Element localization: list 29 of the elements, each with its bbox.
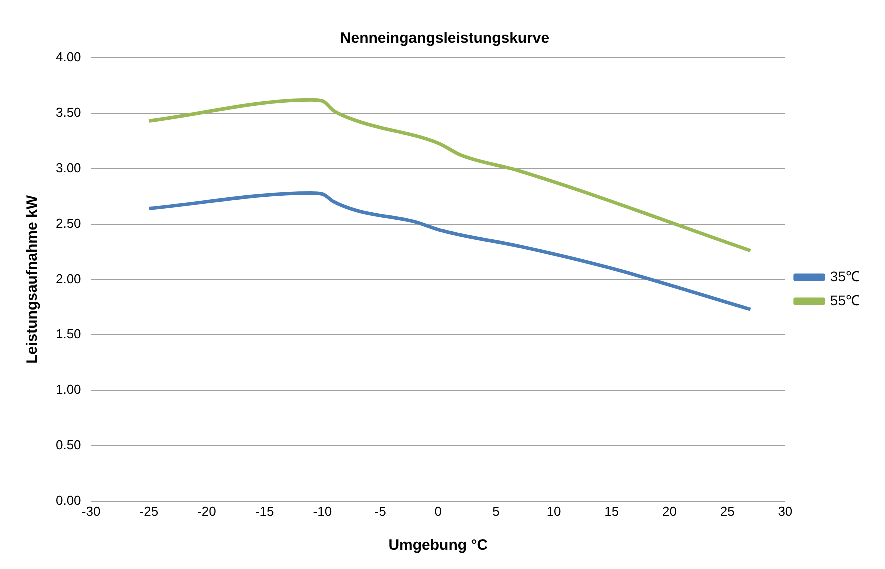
x-tick-label: 25 bbox=[720, 504, 735, 519]
y-tick-label: 2.00 bbox=[56, 271, 82, 286]
legend-label: 55℃ bbox=[830, 292, 860, 308]
x-axis-title: Umgebung °C bbox=[388, 537, 488, 554]
y-tick-label: 1.50 bbox=[56, 326, 82, 342]
x-tick-label: 10 bbox=[546, 504, 562, 519]
y-tick-label: 0.00 bbox=[56, 492, 82, 508]
y-tick-label: 0.50 bbox=[56, 438, 82, 453]
y-tick-label: 4.00 bbox=[56, 50, 82, 65]
y-tick-label: 2.50 bbox=[56, 216, 82, 231]
y-tick-label: 3.50 bbox=[56, 105, 82, 120]
x-tick-label: 0 bbox=[434, 504, 442, 519]
x-tick-label: -5 bbox=[374, 504, 386, 519]
x-tick-label: -15 bbox=[255, 504, 274, 519]
y-tick-label: 1.00 bbox=[56, 382, 82, 398]
x-tick-label: 20 bbox=[662, 504, 677, 519]
x-tick-label: -25 bbox=[140, 504, 159, 519]
x-tick-label: -30 bbox=[82, 504, 101, 519]
x-tick-label: -10 bbox=[313, 504, 332, 519]
x-tick-label: 15 bbox=[604, 504, 620, 519]
x-tick-label: 30 bbox=[778, 504, 793, 519]
y-tick-label: 3.00 bbox=[56, 160, 82, 176]
legend-label: 35℃ bbox=[830, 268, 860, 284]
line-series bbox=[147, 98, 752, 253]
x-tick-label: 5 bbox=[492, 504, 500, 519]
chart-title: Nenneingangsleistungskurve bbox=[340, 30, 550, 48]
line-series bbox=[147, 191, 752, 312]
y-axis-title: Leistungsaufnahme kW bbox=[24, 194, 42, 364]
x-tick-label: -20 bbox=[198, 504, 216, 519]
